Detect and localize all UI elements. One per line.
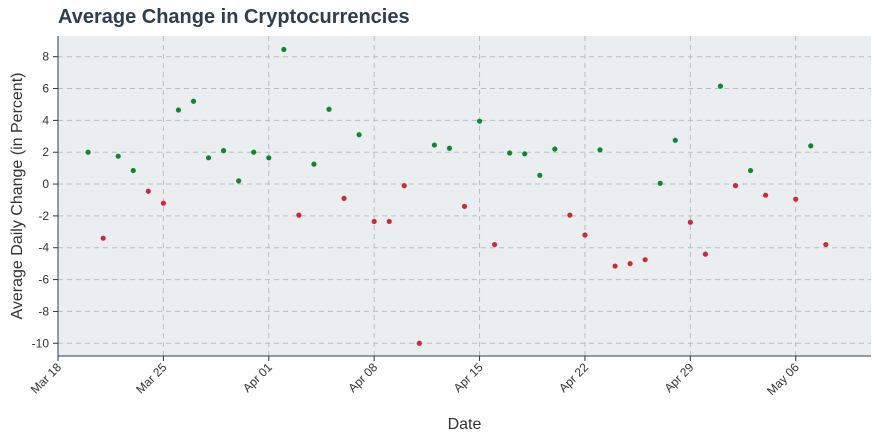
data-point-positive	[507, 150, 513, 156]
data-point-negative	[642, 257, 648, 263]
data-point-positive	[205, 155, 212, 161]
data-point-negative	[823, 241, 829, 248]
data-point-negative	[732, 183, 739, 189]
y-axis-title: Average Daily Change (in Percent)	[9, 73, 26, 320]
data-point-positive	[657, 180, 663, 186]
x-axis-ticks: Mar 18 Mar 25 Apr 01 Apr 08 Apr 15 Apr 22 Apr …	[28, 356, 802, 398]
data-point-negative	[386, 218, 392, 225]
data-point-positive	[431, 142, 437, 148]
data-point-positive	[266, 155, 272, 161]
data-point-negative	[567, 212, 573, 218]
data-point-positive	[808, 143, 814, 149]
y-tick-label: 6	[42, 82, 49, 96]
data-point-positive	[672, 137, 678, 143]
data-point-positive	[597, 147, 603, 153]
y-tick-label: -6	[38, 273, 49, 287]
chart-title: Average Change in Cryptocurrencies	[58, 6, 410, 28]
x-tick-label: Apr 29	[662, 360, 697, 395]
data-point-negative	[461, 203, 468, 209]
data-point-positive	[85, 149, 91, 155]
data-point-positive	[221, 148, 227, 154]
data-point-negative	[296, 212, 302, 218]
x-tick-label: May 06	[764, 360, 802, 398]
x-tick-label: Apr 22	[556, 360, 591, 395]
x-tick-label: Apr 08	[345, 360, 380, 395]
y-tick-label: 0	[42, 177, 49, 191]
x-axis-title: Date	[448, 416, 482, 433]
data-point-negative	[582, 232, 588, 238]
data-point-negative	[416, 340, 422, 346]
axes	[57, 36, 871, 357]
y-tick-label: -4	[38, 241, 49, 255]
data-point-positive	[311, 161, 317, 167]
data-point-positive	[175, 107, 182, 113]
gridlines	[57, 36, 871, 356]
data-point-negative	[612, 263, 618, 269]
data-point-negative	[492, 241, 498, 248]
data-point-positive	[446, 145, 453, 151]
data-point-positive	[115, 153, 121, 159]
data-point-negative	[687, 219, 693, 225]
data-point-positive	[326, 106, 332, 112]
data-point-negative	[100, 235, 106, 241]
data-point-positive	[476, 118, 483, 124]
data-point-negative	[371, 218, 377, 225]
plot-area	[58, 36, 871, 356]
data-point-positive	[522, 151, 528, 157]
y-tick-label: 2	[42, 145, 49, 159]
y-tick-label: 8	[42, 50, 49, 64]
data-point-negative	[160, 200, 166, 206]
x-tick-label: Mar 18	[28, 360, 65, 397]
x-tick-label: Apr 01	[240, 360, 275, 395]
data-point-negative	[341, 195, 347, 201]
data-point-negative	[793, 196, 799, 202]
data-point-negative	[702, 251, 708, 257]
data-point-positive	[747, 167, 754, 174]
y-tick-label: -10	[32, 336, 50, 350]
x-tick-label: Apr 15	[451, 360, 486, 395]
data-point-negative	[763, 192, 769, 198]
data-point-negative	[401, 183, 407, 189]
data-point-positive	[130, 167, 136, 174]
data-point-positive	[251, 149, 257, 155]
x-tick-label: Mar 25	[133, 360, 170, 397]
y-axis-ticks: -10 -8 -6 -4 -2 0 2 4 6 8	[32, 50, 58, 350]
y-tick-label: -2	[38, 209, 49, 223]
data-point-positive	[537, 172, 543, 178]
y-tick-label: 4	[42, 113, 49, 127]
data-point-positive	[281, 46, 287, 53]
data-points	[85, 46, 829, 346]
data-point-positive	[190, 98, 197, 104]
data-point-positive	[356, 132, 362, 138]
data-point-positive	[552, 146, 558, 152]
data-point-negative	[145, 188, 151, 194]
y-tick-label: -8	[38, 304, 49, 318]
data-point-negative	[627, 261, 633, 267]
data-point-positive	[717, 83, 724, 89]
data-point-positive	[236, 178, 242, 184]
